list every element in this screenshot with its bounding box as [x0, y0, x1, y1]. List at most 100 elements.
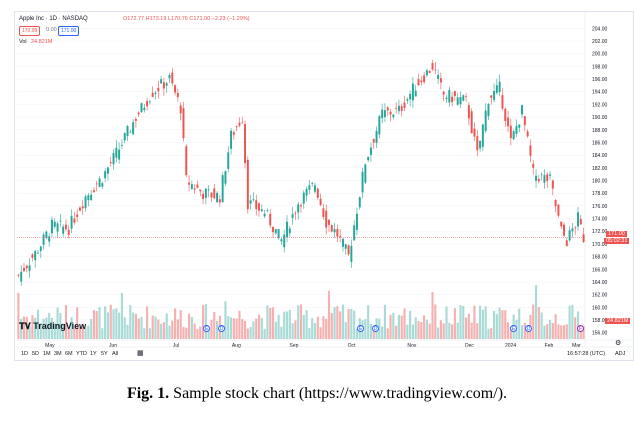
candle-body — [423, 75, 426, 83]
volume-value: 24.821M — [31, 39, 53, 45]
candle-body — [456, 97, 459, 105]
timeframe-5d-button[interactable]: 5D — [32, 351, 40, 357]
candle-body — [286, 221, 288, 238]
candle-body — [62, 226, 65, 234]
candle-body — [104, 171, 107, 179]
candle-body — [507, 117, 510, 127]
candle-body — [53, 221, 56, 227]
candle-body — [213, 188, 216, 199]
volume-bar — [560, 325, 563, 339]
dividend-event-icon[interactable]: D — [218, 325, 225, 332]
candle-body — [202, 193, 205, 199]
volume-bar — [378, 318, 381, 339]
earnings-event-icon[interactable]: E — [510, 325, 517, 332]
volume-bar — [188, 313, 191, 339]
candle-body — [386, 107, 389, 111]
tradingview-logo[interactable]: 𝐓𝐕 TradingView — [19, 321, 86, 332]
volume-bar — [196, 328, 199, 339]
candle-body — [512, 131, 515, 140]
timeframe-1m-button[interactable]: 1M — [43, 351, 51, 357]
volume-bar — [134, 314, 137, 339]
candle-body — [308, 185, 311, 190]
figure-caption: Fig. 1. Sample stock chart (https://www.… — [0, 385, 634, 403]
symbol-title[interactable]: Apple Inc · 1D · NASDAQ — [19, 16, 88, 22]
volume-bar — [532, 304, 535, 339]
earnings-event-icon[interactable]: E — [203, 325, 210, 332]
adjust-toggle[interactable]: ADJ — [615, 351, 626, 357]
candle-body — [434, 69, 437, 71]
candle-body — [137, 112, 140, 115]
candle-body — [81, 206, 84, 209]
spread-value: 0.00 — [46, 27, 57, 33]
candle-body — [67, 229, 70, 235]
candle-body — [17, 274, 20, 276]
candle-body — [73, 218, 76, 223]
volume-bar — [476, 323, 479, 339]
volume-bar — [540, 312, 543, 339]
candle-body — [50, 219, 53, 234]
volume-bar — [76, 307, 79, 339]
candle-body — [487, 104, 490, 117]
candle-body — [347, 245, 350, 255]
volume-bar — [484, 306, 487, 339]
candle-body — [490, 95, 493, 98]
timeframe-5y-button[interactable]: 5Y — [101, 351, 108, 357]
volume-bar — [487, 328, 490, 339]
volume-bar — [367, 305, 370, 339]
candle-body — [437, 74, 440, 79]
candle-body — [291, 214, 294, 218]
candle-body — [546, 174, 549, 182]
candle-body — [176, 92, 179, 98]
y-tick-label: 184.00 — [592, 153, 608, 159]
candle-body — [535, 175, 538, 181]
timeframe-1y-button[interactable]: 1Y — [90, 351, 97, 357]
utc-clock[interactable]: 16:57:28 (UTC) — [567, 351, 605, 357]
volume-bar — [199, 326, 202, 339]
ask-button[interactable]: 171.00 — [58, 26, 80, 36]
volume-bar — [165, 313, 168, 339]
candle-body — [193, 188, 196, 190]
volume-bar — [322, 316, 325, 339]
dividend-event-icon[interactable]: D — [372, 325, 379, 332]
timeframe-6m-button[interactable]: 6M — [65, 351, 73, 357]
chart-frame[interactable]: 156.00 158.00 160.00 162.00 164.00 166.00 168.… — [14, 11, 634, 361]
candle-body — [378, 115, 381, 135]
candle-body — [272, 226, 274, 233]
earnings-event-icon[interactable]: E — [357, 325, 364, 332]
bid-button[interactable]: 170.99 — [19, 26, 41, 36]
y-tick-label: 172.00 — [592, 229, 608, 235]
settings-icon[interactable]: ⚙ — [615, 340, 622, 347]
timeframe-3m-button[interactable]: 3M — [54, 351, 62, 357]
x-tick-label: May — [45, 343, 55, 349]
candle-body — [493, 90, 496, 100]
calendar-icon[interactable]: ▦ — [137, 350, 144, 357]
price-chart[interactable]: 156.00 158.00 160.00 162.00 164.00 166.00 168.… — [15, 12, 634, 362]
volume-bar — [229, 317, 233, 339]
volume-bar — [467, 313, 470, 339]
candle-body — [244, 124, 247, 163]
volume-bar — [353, 310, 356, 339]
volume-bar — [266, 305, 269, 339]
x-tick-label: Feb — [545, 343, 554, 349]
volume-bar — [215, 320, 219, 339]
volume-bar — [526, 328, 529, 339]
candle-body — [37, 252, 39, 254]
volume-bar — [537, 306, 540, 339]
timeframe-1d-button[interactable]: 1D — [21, 351, 29, 357]
volume-bar — [571, 304, 574, 339]
candle-body — [106, 167, 109, 174]
candle-body — [420, 80, 423, 82]
volume-bar — [504, 310, 507, 339]
timeframe-all-button[interactable]: All — [112, 351, 119, 357]
timeframe-ytd-button[interactable]: YTD — [76, 351, 87, 357]
candle-body — [84, 196, 87, 208]
split-event-icon[interactable]: F — [577, 325, 584, 332]
volume-bar — [302, 315, 305, 339]
candle-body — [154, 92, 157, 94]
candle-body — [479, 140, 482, 149]
dividend-event-icon[interactable]: D — [525, 325, 532, 332]
volume-bar — [39, 323, 42, 339]
x-tick-label: Aug — [232, 343, 241, 349]
candle-body — [297, 204, 300, 213]
volume-bar — [137, 318, 140, 339]
